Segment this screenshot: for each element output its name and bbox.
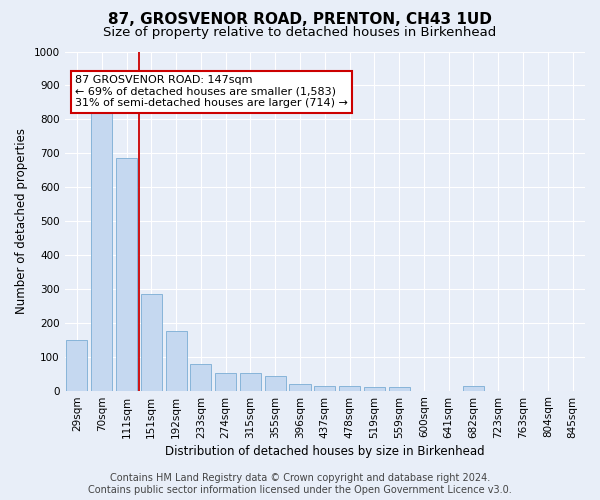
Bar [141, 294, 162, 390]
Bar [190, 364, 211, 390]
Bar [289, 384, 311, 390]
Bar [314, 386, 335, 390]
Text: Size of property relative to detached houses in Birkenhead: Size of property relative to detached ho… [103, 26, 497, 39]
Bar [240, 372, 261, 390]
Bar [91, 111, 112, 390]
Bar [265, 376, 286, 390]
Bar [67, 340, 88, 390]
Bar [463, 386, 484, 390]
Bar [389, 387, 410, 390]
Bar [166, 331, 187, 390]
Text: 87 GROSVENOR ROAD: 147sqm
← 69% of detached houses are smaller (1,583)
31% of se: 87 GROSVENOR ROAD: 147sqm ← 69% of detac… [75, 75, 348, 108]
X-axis label: Distribution of detached houses by size in Birkenhead: Distribution of detached houses by size … [165, 444, 485, 458]
Y-axis label: Number of detached properties: Number of detached properties [15, 128, 28, 314]
Bar [215, 372, 236, 390]
Text: 87, GROSVENOR ROAD, PRENTON, CH43 1UD: 87, GROSVENOR ROAD, PRENTON, CH43 1UD [108, 12, 492, 28]
Bar [116, 158, 137, 390]
Bar [364, 387, 385, 390]
Bar [339, 386, 360, 390]
Text: Contains HM Land Registry data © Crown copyright and database right 2024.
Contai: Contains HM Land Registry data © Crown c… [88, 474, 512, 495]
